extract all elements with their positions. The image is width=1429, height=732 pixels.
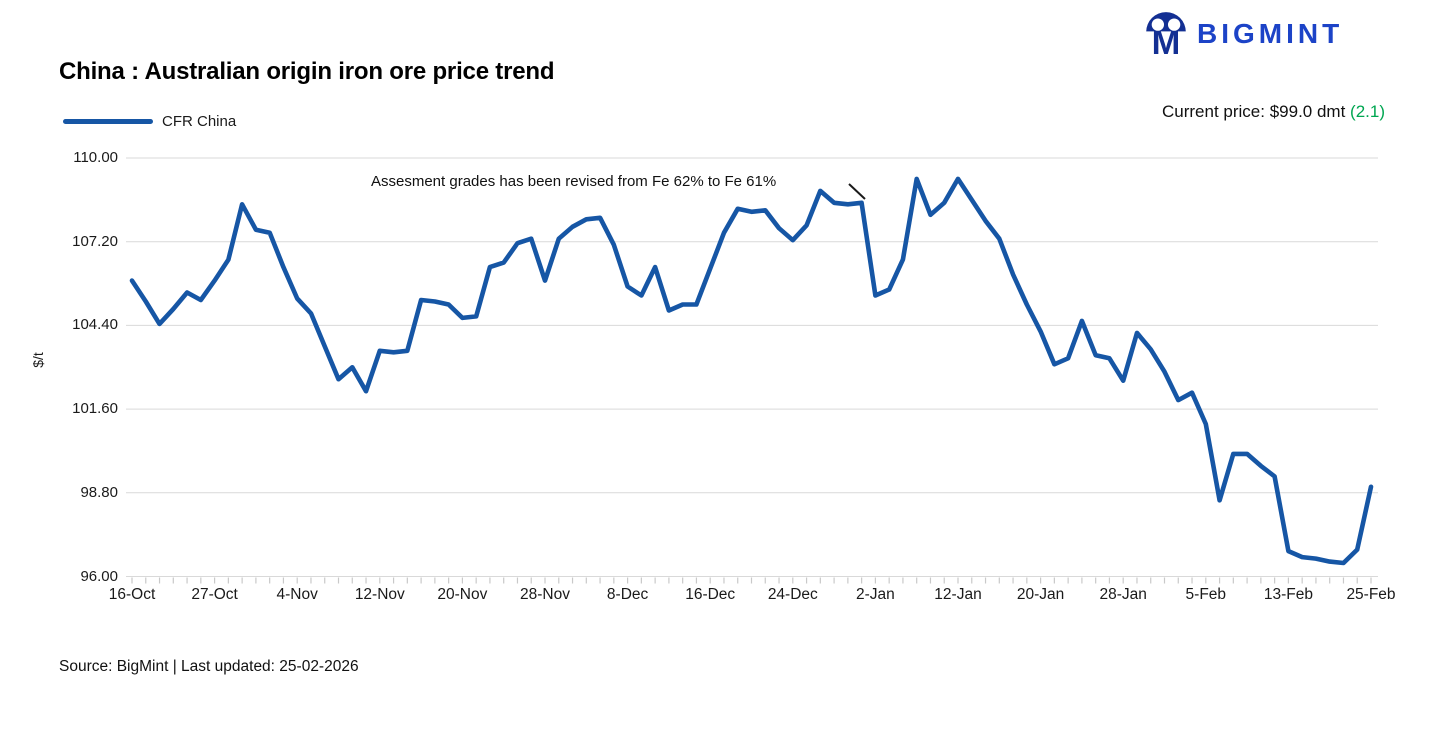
bigmint-logo-icon: M xyxy=(1144,12,1188,58)
x-tick-label: 4-Nov xyxy=(276,586,318,603)
x-tick-label: 12-Jan xyxy=(934,586,982,603)
x-tick-label: 27-Oct xyxy=(191,586,238,603)
y-tick-label: 110.00 xyxy=(73,149,118,166)
y-axis-title: $/t xyxy=(30,352,46,368)
gridlines xyxy=(126,157,1378,577)
x-tick-label: 5-Feb xyxy=(1185,586,1227,603)
legend-series-label: CFR China xyxy=(162,113,237,130)
x-tick-label: 20-Nov xyxy=(437,586,488,603)
x-tick-label: 8-Dec xyxy=(606,586,649,603)
x-tick-label: 2-Jan xyxy=(856,586,895,603)
price-line xyxy=(129,176,1374,566)
x-tick-label: 16-Dec xyxy=(685,586,736,603)
y-tick-label: 96.00 xyxy=(80,567,118,585)
current-price-value: Current price: $99.0 dmt xyxy=(1162,102,1351,121)
x-tick-label: 16-Oct xyxy=(108,586,156,603)
x-tick-label: 28-Nov xyxy=(520,586,570,603)
y-tick-label: 101.60 xyxy=(72,400,118,418)
legend-line-swatch xyxy=(63,119,153,124)
x-tick-label: 12-Nov xyxy=(354,586,405,603)
x-tick-label: 25-Feb xyxy=(1346,586,1396,603)
x-tick-marks xyxy=(131,577,1372,584)
y-tick-label: 104.40 xyxy=(72,316,118,334)
chart-legend: CFR China xyxy=(63,113,236,130)
annotation-text: Assesment grades has been revised from F… xyxy=(371,173,777,190)
x-tick-label: 13-Feb xyxy=(1263,586,1313,603)
current-price-change: (2.1) xyxy=(1350,102,1385,121)
x-tick-label: 28-Jan xyxy=(1099,586,1147,603)
y-tick-label: 107.20 xyxy=(72,232,118,250)
bigmint-logo: M BIGMINT xyxy=(1142,10,1382,58)
page-title: China : Australian origin iron ore price… xyxy=(59,58,555,85)
x-tick-label: 20-Jan xyxy=(1016,586,1065,603)
x-tick-label: 24-Dec xyxy=(767,586,818,603)
brand-wordmark: BIGMINT xyxy=(1197,18,1344,49)
source-note: Source: BigMint | Last updated: 25-02-20… xyxy=(59,658,359,675)
annotation-callout-line xyxy=(848,183,866,200)
current-price-text: Current price: $99.0 dmt (2.1) xyxy=(1162,102,1385,122)
y-tick-label: 98.80 xyxy=(80,483,118,501)
